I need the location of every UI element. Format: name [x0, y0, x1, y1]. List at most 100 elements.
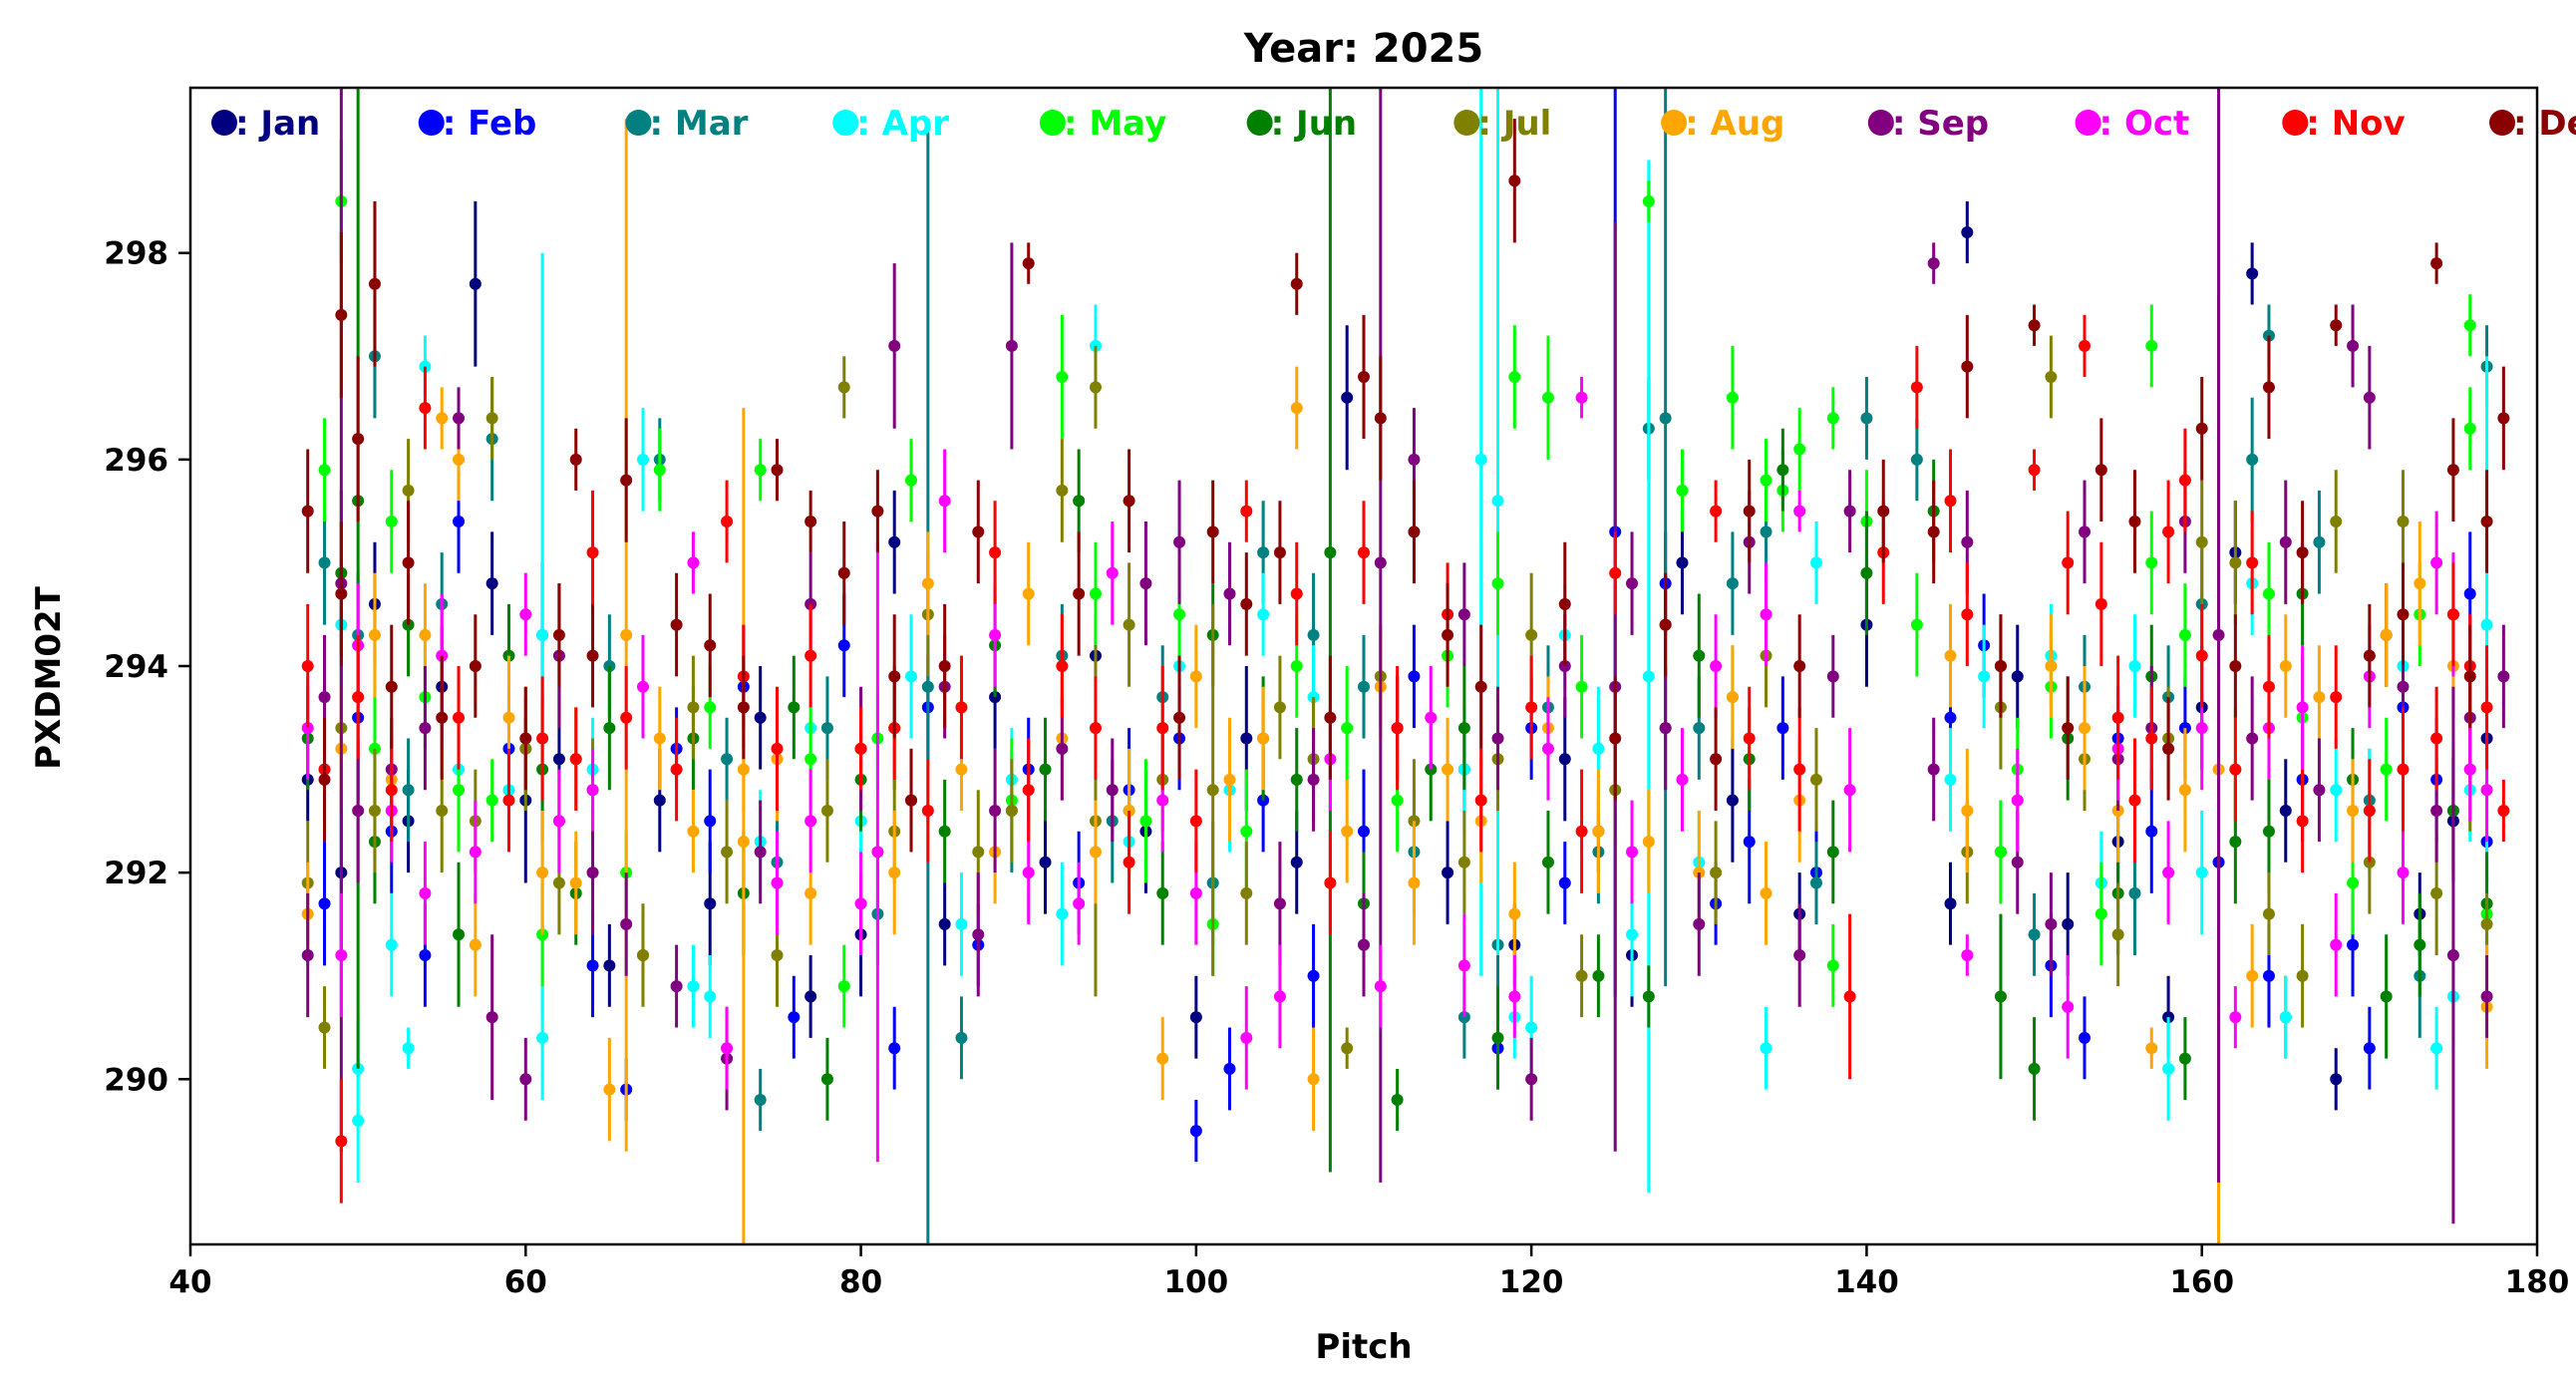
data-point	[687, 556, 700, 569]
data-point	[1693, 917, 1706, 930]
data-point	[368, 277, 381, 290]
data-point	[1173, 608, 1186, 621]
data-point	[2480, 516, 2493, 527]
data-point	[1123, 856, 1135, 868]
data-point	[1860, 566, 1873, 579]
legend-label-aug: : Aug	[1685, 104, 1784, 144]
legend-label-nov: : Nov	[2306, 104, 2405, 144]
data-point	[1457, 856, 1470, 868]
data-point	[938, 495, 951, 508]
data-point	[2195, 535, 2208, 548]
data-point	[854, 897, 867, 910]
data-point	[2028, 319, 2041, 332]
data-point	[871, 505, 884, 518]
data-point	[1592, 969, 1605, 982]
data-point	[2045, 371, 2058, 383]
data-point	[2480, 784, 2493, 797]
data-point	[989, 805, 1002, 817]
data-point	[1223, 1062, 1236, 1075]
data-point	[385, 784, 398, 797]
data-point	[1039, 763, 1052, 776]
data-point	[1961, 535, 1974, 548]
data-point	[1273, 701, 1286, 714]
data-point	[1358, 825, 1370, 838]
data-point	[1978, 670, 1991, 683]
legend-label-may: : May	[1064, 104, 1166, 144]
data-point	[1809, 876, 1822, 889]
data-point	[1391, 722, 1404, 735]
data-point	[2296, 701, 2309, 714]
data-point	[1408, 453, 1421, 466]
data-point	[1391, 794, 1404, 807]
data-point	[653, 794, 666, 807]
legend-label-apr: : Apr	[856, 104, 949, 144]
data-point	[335, 949, 348, 961]
data-point	[2246, 453, 2259, 466]
data-point	[2497, 670, 2510, 683]
legend-marker-mar	[625, 110, 652, 136]
data-point	[1826, 412, 1839, 425]
data-point	[1089, 846, 1102, 859]
legend-marker-jul	[1453, 110, 1480, 136]
data-point	[1457, 959, 1470, 972]
data-point	[737, 701, 750, 714]
data-point	[1676, 484, 1689, 497]
data-point	[1290, 402, 1303, 415]
data-point	[385, 680, 398, 693]
data-point	[1290, 856, 1303, 868]
data-point	[2145, 1042, 2158, 1055]
data-point	[1809, 556, 1822, 569]
data-point	[2414, 577, 2426, 590]
legend-marker-dec	[2489, 110, 2515, 136]
data-point	[2430, 257, 2443, 270]
data-point	[2330, 1073, 2343, 1086]
data-point	[805, 815, 817, 828]
data-point	[1056, 742, 1069, 755]
data-point	[1273, 990, 1286, 1003]
data-point	[1257, 608, 1270, 621]
data-point	[1358, 546, 1370, 559]
data-point	[1022, 784, 1035, 797]
y-tick-label: 294	[104, 649, 168, 685]
data-point	[1843, 990, 1856, 1003]
data-point	[1626, 577, 1639, 590]
data-point	[989, 628, 1002, 641]
x-tick-label: 100	[1163, 1264, 1228, 1300]
data-point	[586, 959, 599, 972]
data-point	[1173, 535, 1186, 548]
data-point	[1358, 680, 1370, 693]
data-point	[1257, 546, 1270, 559]
data-point	[1240, 886, 1253, 899]
data-point	[989, 546, 1002, 559]
data-point	[1910, 453, 1923, 466]
data-point	[1760, 474, 1772, 487]
data-point	[2011, 670, 2024, 683]
data-point	[1776, 722, 1789, 735]
data-point	[1558, 876, 1571, 889]
data-point	[2497, 412, 2510, 425]
data-point	[2028, 928, 2041, 941]
data-point	[1056, 484, 1069, 497]
legend-marker-sep	[1867, 110, 1894, 136]
data-point	[2397, 608, 2410, 621]
data-point	[2363, 1042, 2376, 1055]
data-point	[1491, 1031, 1504, 1044]
x-axis-label: Pitch	[1315, 1327, 1412, 1367]
data-point	[2079, 722, 2092, 735]
data-point	[1793, 949, 1806, 961]
data-point	[1944, 711, 1957, 724]
data-point	[2045, 917, 2058, 930]
data-point	[2330, 319, 2343, 332]
data-point	[2094, 907, 2107, 920]
data-point	[2262, 907, 2275, 920]
x-tick-label: 40	[168, 1264, 211, 1300]
data-point	[453, 711, 466, 724]
data-point	[2128, 516, 2141, 527]
data-point	[1726, 691, 1739, 704]
data-point	[1642, 194, 1655, 207]
data-point	[485, 1011, 498, 1024]
data-point	[2279, 535, 2292, 548]
data-point	[1508, 174, 1521, 187]
legend-label-mar: : Mar	[649, 104, 748, 144]
data-point	[1776, 464, 1789, 477]
